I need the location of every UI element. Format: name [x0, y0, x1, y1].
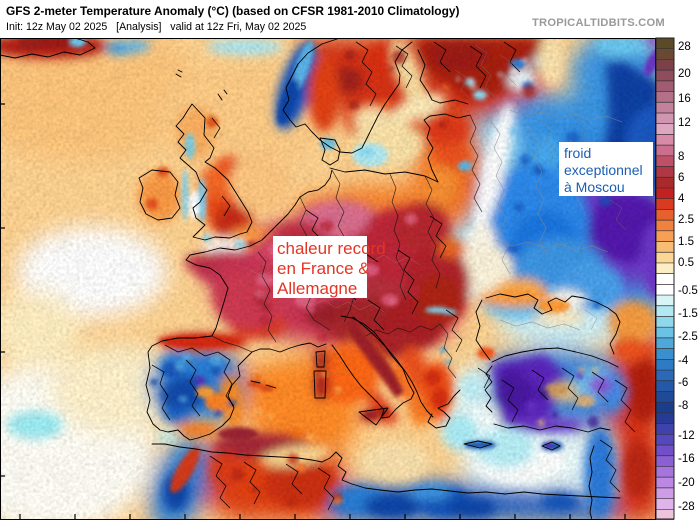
svg-text:4: 4 — [678, 193, 685, 205]
svg-text:-2.5: -2.5 — [678, 331, 698, 343]
svg-text:1.5: 1.5 — [678, 236, 694, 248]
svg-text:16: 16 — [678, 93, 691, 105]
svg-text:-28: -28 — [678, 501, 695, 513]
svg-text:-20: -20 — [678, 477, 695, 489]
svg-text:8: 8 — [678, 151, 684, 163]
svg-text:-16: -16 — [678, 453, 695, 465]
svg-text:2.5: 2.5 — [678, 214, 694, 226]
svg-text:-8: -8 — [678, 400, 688, 412]
svg-text:12: 12 — [678, 117, 691, 129]
svg-text:-0.5: -0.5 — [678, 285, 698, 297]
svg-text:0.5: 0.5 — [678, 257, 694, 269]
svg-text:-1.5: -1.5 — [678, 308, 698, 320]
svg-text:28: 28 — [678, 41, 691, 53]
svg-text:-4: -4 — [678, 355, 689, 367]
svg-text:-6: -6 — [678, 377, 688, 389]
svg-text:-12: -12 — [678, 430, 695, 442]
svg-text:20: 20 — [678, 68, 691, 80]
svg-text:6: 6 — [678, 172, 684, 184]
